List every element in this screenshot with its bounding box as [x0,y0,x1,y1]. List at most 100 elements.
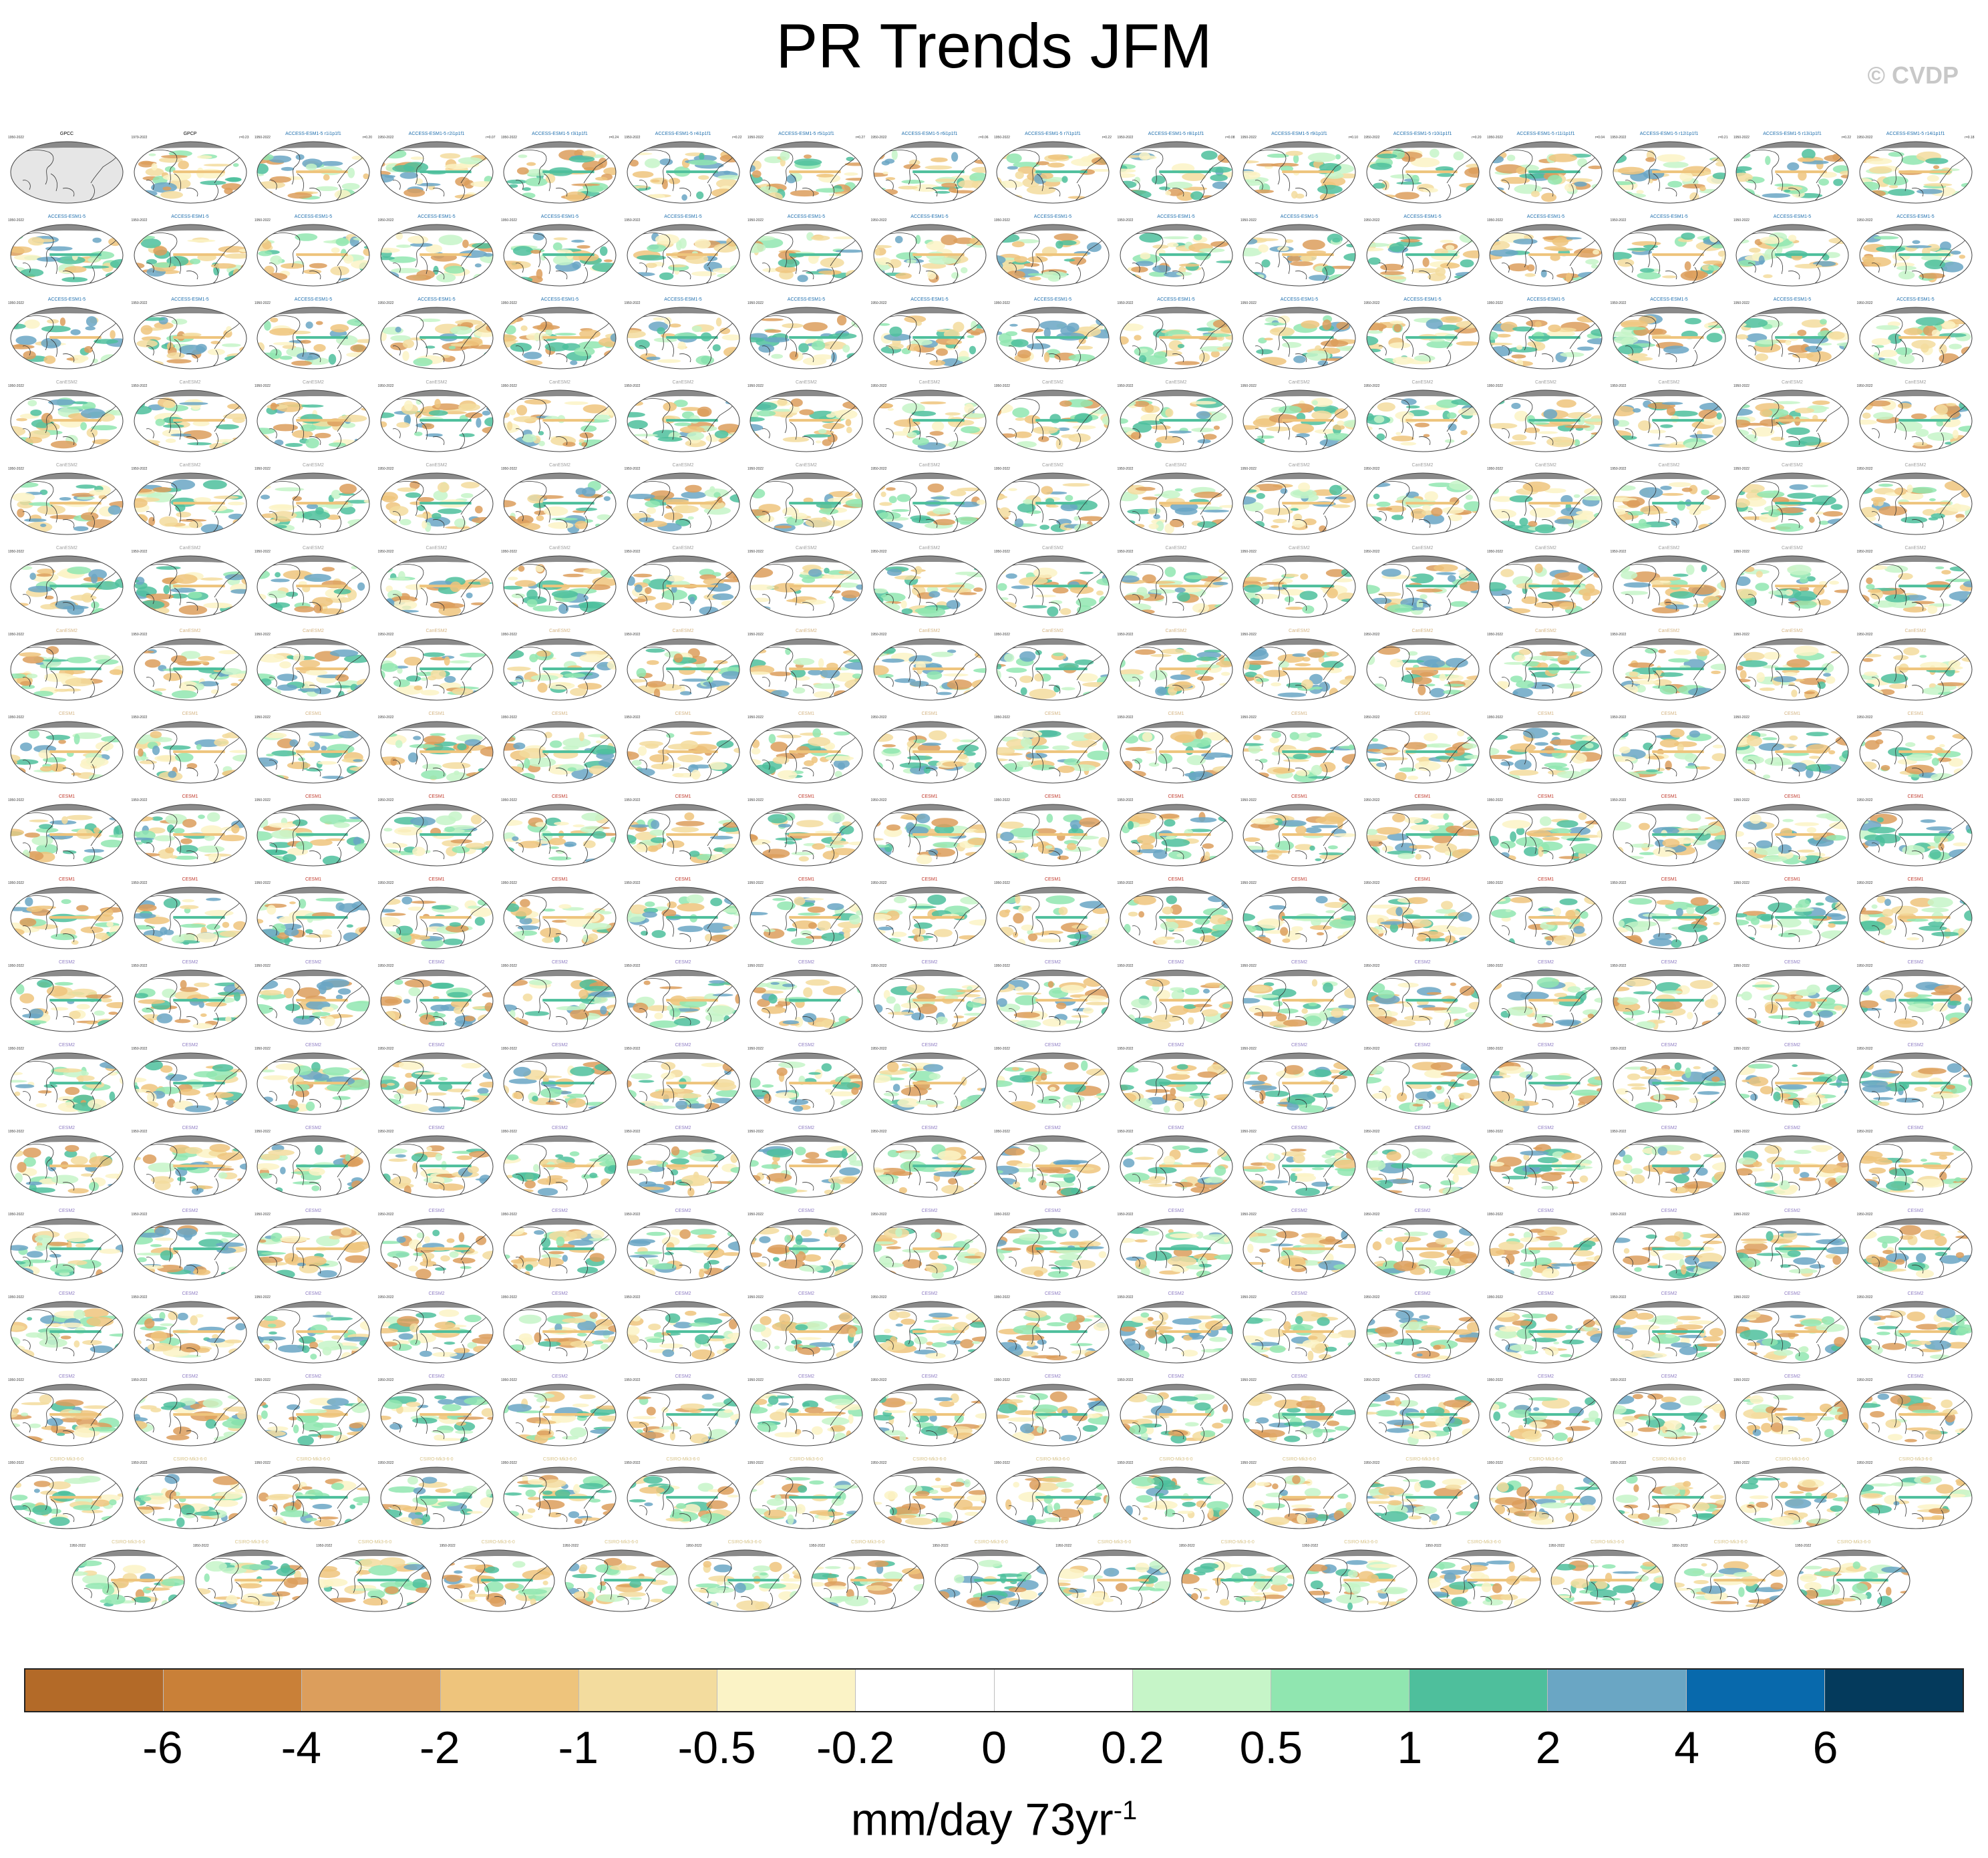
panel-title: CanESM2 [426,463,448,468]
map-panel: ACCESS-ESM1-5 1950-2022 [1733,297,1851,371]
panel-years: 1950-2022 [501,964,517,968]
trend-map [627,1301,739,1364]
panel-title: CESM1 [798,877,815,882]
panel-title: CanESM2 [549,629,570,633]
panel-title: GPCC [59,132,74,136]
panel-years: 1950-2022 [994,1461,1010,1465]
trend-map [257,887,370,949]
panel-years: 1950-2022 [192,1544,209,1548]
panel-years: 1950-2022 [1117,1213,1134,1217]
panel-title: CESM2 [428,1209,445,1213]
map-panel: CanESM2 1950-2022 [1487,462,1605,537]
map-panel: CSIRO-Mk3-6-0 1950-2022 [562,1539,680,1614]
map-panel: CESM1 1950-2022 [501,794,619,869]
trend-map [1859,721,1972,784]
trend-map [1859,390,1972,452]
panel-title: CanESM2 [1535,380,1556,385]
panel-years: 1950-2022 [1487,550,1503,554]
trend-map [750,141,863,204]
trend-map [1242,390,1356,452]
map-panel: CESM2 1950-2022 [1611,1125,1728,1200]
trend-map [257,224,370,287]
trend-map [1859,555,1972,618]
map-panel: CanESM2 1950-2022 [132,628,249,703]
map-panel: CESM1 1950-2022 [1240,711,1358,786]
panel-title: CSIRO-Mk3-6-0 [234,1540,269,1545]
panel-title: CSIRO-Mk3-6-0 [913,1457,947,1462]
panel-years: 1950-2022 [748,1047,764,1051]
panel-title: CESM2 [1168,1291,1184,1296]
trend-map [134,1052,246,1115]
map-panel: CanESM2 1950-2022 [625,628,742,703]
panel-years: 1950-2022 [377,301,394,305]
panel-title: CanESM2 [179,463,201,468]
trend-map [873,1384,986,1446]
map-panel: CanESM2 1950-2022 [501,628,619,703]
trend-map [1735,721,1849,784]
trend-map [134,224,246,287]
panel-title: CESM2 [428,1291,445,1296]
trend-map [1489,804,1603,867]
panel-years: 1950-2022 [748,1213,764,1217]
panel-title: ACCESS-ESM1-5 [1033,214,1072,219]
panel-years: 1950-2022 [748,301,764,305]
map-panel: CESM2 1950-2022 [255,1042,372,1117]
trend-map [1489,224,1603,287]
map-panel: ACCESS-ESM1-5 1950-2022 [625,214,742,289]
trend-map [1613,224,1725,287]
panel-title: CESM2 [551,1291,568,1296]
colorbar-box [1548,1670,1687,1711]
panel-title: CESM2 [675,1209,691,1213]
map-panel: CSIRO-Mk3-6-0 1950-2022 [748,1456,865,1531]
panel-title: CESM2 [428,1126,445,1130]
trend-map [1057,1549,1171,1612]
trend-map [1242,887,1356,949]
trend-map [134,1466,246,1529]
panel-years: 1950-2022 [1856,1461,1873,1465]
trend-map [1859,472,1972,535]
map-panel: CESM1 1950-2022 [132,877,249,951]
trend-map [257,472,370,535]
map-panel: CESM2 1950-2022 [255,1291,372,1366]
panel-title: CanESM2 [56,629,77,633]
map-panel: CanESM2 1950-2022 [625,462,742,537]
panel-years: 1950-2022 [994,550,1010,554]
panel-years: 1950-2022 [1240,633,1257,637]
panel-years: 1950-2022 [1856,1213,1873,1217]
panel-value: r=0.21 [1718,136,1728,140]
trend-map [1735,141,1849,204]
trend-map [380,472,493,535]
panel-years: 1950-2022 [994,633,1010,637]
trend-map [1242,555,1356,618]
panel-title: CESM2 [305,1126,322,1130]
panel-years: 1950-2022 [994,798,1010,802]
map-panel: CanESM2 1950-2022 [1857,379,1975,454]
panel-years: 1950-2022 [1363,218,1380,222]
panel-title: ACCESS-ESM1-5 [1526,214,1565,219]
colorbar-tick-label: 0.2 [1101,1722,1164,1773]
panel-title: CESM2 [921,1374,938,1379]
map-panel: CanESM2 1950-2022 [1733,462,1851,537]
trend-map [1735,307,1849,369]
panel-title: CESM1 [1537,794,1554,799]
trend-map [996,1218,1110,1281]
panel-title: CanESM2 [919,629,941,633]
panel-years: 1950-2022 [1487,384,1503,388]
map-panel: CESM2 1950-2022 [625,1042,742,1117]
panel-years: 1950-2022 [624,467,641,471]
panel-title: CESM2 [675,960,691,965]
panel-years: 1950-2022 [870,1295,887,1299]
map-panel: CESM2 1950-2022 [1240,959,1358,1034]
panel-years: 1950-2022 [1117,1461,1134,1465]
panel-title: ACCESS-ESM1-5 [171,297,209,302]
trend-map [10,141,124,204]
panel-title: CESM2 [305,1209,322,1213]
panel-years: 1950-2022 [1055,1544,1072,1548]
map-panel: ACCESS-ESM1-5 1950-2022 [1487,214,1605,289]
panel-title: ACCESS-ESM1-5 [1403,297,1442,302]
trend-map [873,1052,986,1115]
trend-map [750,638,863,701]
map-panel: CESM2 1950-2022 [625,959,742,1034]
panel-title: CESM1 [798,712,815,716]
panel-title: ACCESS-ESM1-5 r13i1p1f1 [1763,132,1822,136]
